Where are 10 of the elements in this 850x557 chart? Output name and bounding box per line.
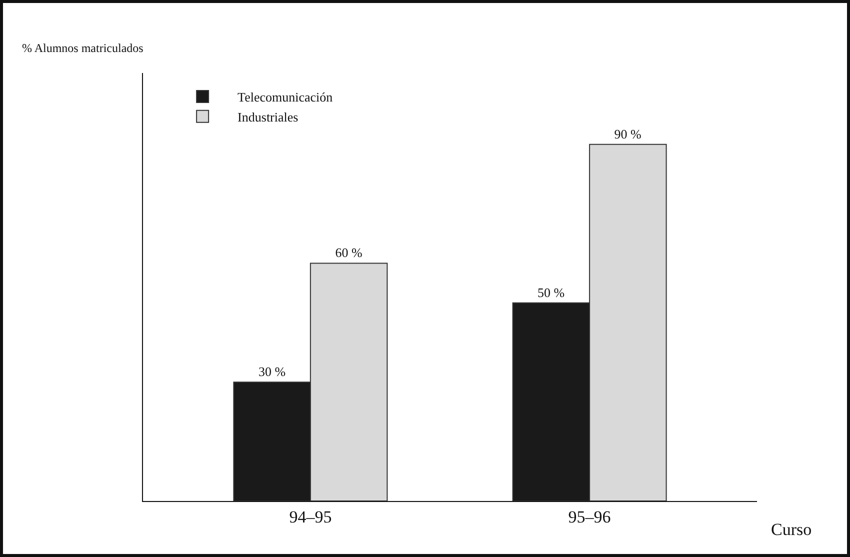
legend-label: Telecomunicación <box>238 90 334 105</box>
x-tick-label: 95–96 <box>568 507 611 526</box>
data-label: 60 % <box>335 245 362 260</box>
data-label: 90 % <box>614 126 642 142</box>
legend-label: Industriales <box>238 109 298 124</box>
x-tick-label: 94–95 <box>289 507 332 526</box>
data-label: 50 % <box>538 284 565 300</box>
y-axis-title: % Alumnos matriculados <box>22 41 144 55</box>
x-axis-title: Curso <box>771 520 812 539</box>
data-label: 30 % <box>258 364 286 380</box>
